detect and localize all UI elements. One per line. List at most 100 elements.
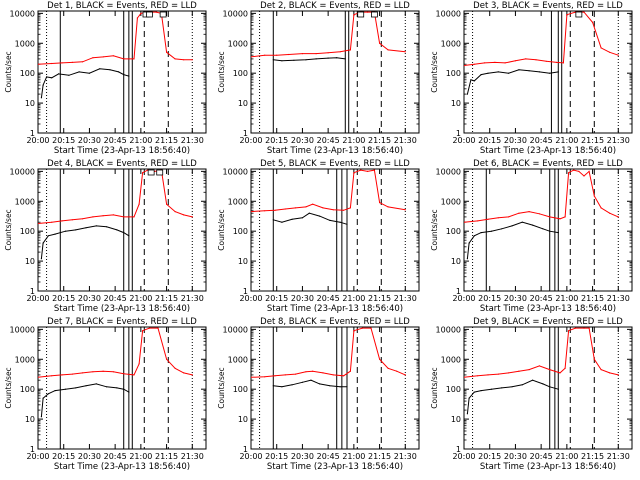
- y-tick-label: 100: [20, 385, 35, 394]
- series-point: [387, 367, 389, 369]
- series-point: [92, 371, 94, 373]
- y-tick-label: 10: [25, 415, 35, 424]
- series-point: [473, 391, 475, 393]
- series-point: [166, 358, 168, 360]
- series-point: [327, 57, 329, 59]
- series-point: [538, 365, 541, 367]
- x-tick-label: 21:00: [129, 294, 152, 303]
- series-point: [291, 218, 293, 220]
- series-point: [75, 387, 77, 389]
- series-point: [609, 212, 611, 214]
- plot-area: [38, 11, 193, 133]
- series-point: [487, 72, 489, 74]
- series-point: [106, 386, 108, 388]
- series-point: [559, 372, 561, 374]
- plot-frame: [463, 326, 633, 450]
- y-tick-label: 1000: [228, 355, 248, 364]
- y-tick-label: 1: [456, 445, 461, 454]
- series-point: [148, 327, 150, 329]
- series-point: [99, 68, 101, 70]
- plot-frame: [37, 168, 207, 292]
- series-point: [473, 63, 475, 65]
- series-point: [284, 374, 286, 376]
- x-tick-label: 21:15: [581, 136, 604, 145]
- x-tick-label: 20:30: [504, 294, 527, 303]
- series-point: [343, 375, 345, 377]
- series-point: [301, 217, 303, 219]
- plot-area: [251, 169, 406, 291]
- x-tick-label: 20:00: [452, 136, 475, 145]
- series-point: [112, 214, 114, 216]
- series-point: [528, 211, 530, 213]
- y-tick-label: 1: [243, 287, 248, 296]
- y-tick-label: 100: [233, 385, 248, 394]
- x-axis-label: Start Time (23-Apr-13 18:56:40): [267, 146, 403, 156]
- series-point: [106, 226, 108, 228]
- chart-panel-8: Det 8, BLACK = Events, RED = LLD 1 10 100 10…: [217, 317, 420, 472]
- series-point: [112, 371, 114, 373]
- lld-series-line: [464, 327, 619, 378]
- series-point: [281, 60, 283, 62]
- series-point: [40, 258, 43, 260]
- y-axis-label: Counts/sec: [217, 367, 226, 408]
- y-tick-label: 1: [456, 129, 461, 138]
- x-tick-label: 20:45: [104, 452, 127, 461]
- y-tick-label: 1: [243, 445, 248, 454]
- x-tick-label: 20:45: [530, 452, 553, 461]
- y-tick-label: 100: [446, 227, 461, 236]
- series-point: [116, 229, 118, 231]
- x-tick-label: 20:45: [530, 294, 553, 303]
- x-tick-label: 21:00: [129, 136, 152, 145]
- plot-frame: [250, 326, 420, 450]
- chart-title: Det 9, BLACK = Events, RED = LLD: [473, 317, 623, 327]
- x-tick-label: 20:00: [26, 452, 49, 461]
- series-point: [583, 11, 585, 13]
- series-point: [295, 373, 297, 375]
- series-point: [305, 371, 307, 373]
- x-axis-label: Start Time (23-Apr-13 18:56:40): [54, 462, 190, 472]
- series-point: [64, 388, 66, 390]
- series-point: [592, 21, 594, 23]
- series-point: [549, 72, 551, 74]
- series-point: [183, 214, 185, 216]
- series-point: [123, 373, 125, 375]
- series-point: [305, 59, 307, 61]
- series-point: [288, 53, 290, 56]
- series-point: [501, 228, 503, 230]
- series-point: [274, 209, 276, 211]
- series-point: [82, 372, 84, 374]
- series-point: [487, 374, 489, 376]
- series-point: [468, 397, 470, 399]
- series-point: [75, 229, 77, 231]
- series-point: [396, 370, 398, 372]
- plot-frame: [37, 10, 207, 134]
- series-point: [140, 12, 142, 14]
- series-point: [353, 14, 355, 16]
- series-point: [157, 327, 159, 329]
- series-point: [521, 384, 523, 386]
- events-series-line: [273, 57, 346, 62]
- series-point: [600, 207, 602, 209]
- plot-area: [38, 327, 193, 449]
- series-point: [82, 218, 84, 220]
- x-tick-label: 20:15: [265, 294, 288, 303]
- series-point: [617, 216, 619, 218]
- series-point: [92, 57, 94, 59]
- x-tick-label: 20:30: [291, 136, 314, 145]
- series-point: [58, 73, 60, 75]
- series-point: [272, 385, 274, 387]
- series-point: [361, 327, 363, 329]
- x-tick-label: 21:30: [181, 136, 204, 145]
- series-point: [497, 217, 499, 219]
- y-axis-label: Counts/sec: [217, 51, 226, 92]
- series-point: [535, 59, 537, 61]
- y-tick-label: 100: [446, 69, 461, 78]
- x-tick-label: 21:15: [581, 294, 604, 303]
- series-point: [133, 374, 135, 376]
- series-point: [155, 11, 157, 13]
- series-point: [557, 232, 559, 234]
- series-point: [191, 59, 193, 61]
- series-point: [508, 72, 510, 74]
- series-point: [38, 222, 39, 225]
- x-tick-label: 20:30: [504, 136, 527, 145]
